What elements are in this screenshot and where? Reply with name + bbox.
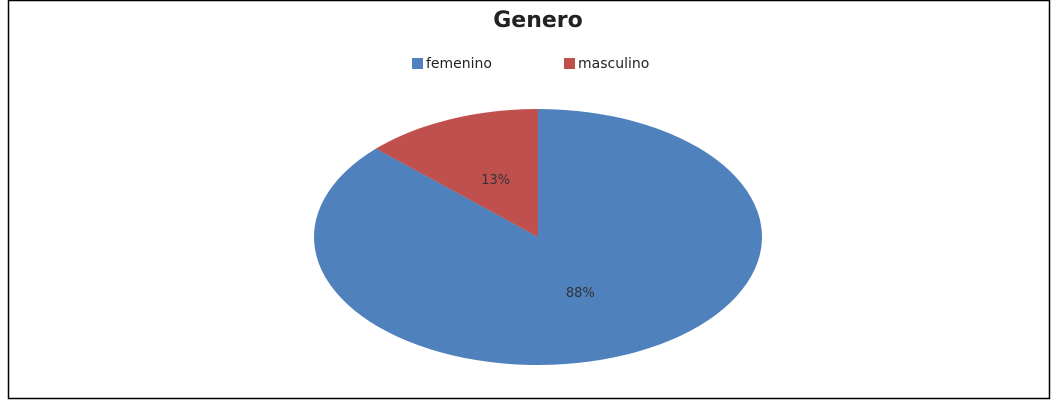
pie: 88% 13%	[314, 109, 762, 366]
data-label: 88%	[566, 286, 595, 301]
pie-slice	[375, 109, 538, 237]
legend-label: masculino	[578, 56, 649, 72]
data-label: 13%	[481, 173, 510, 188]
legend-swatch	[564, 58, 575, 69]
legend: femenino masculino	[412, 56, 649, 72]
legend-label: femenino	[426, 56, 492, 72]
pie-slice	[314, 109, 762, 366]
legend-swatch	[412, 58, 423, 69]
chart-title: Genero	[493, 8, 583, 33]
